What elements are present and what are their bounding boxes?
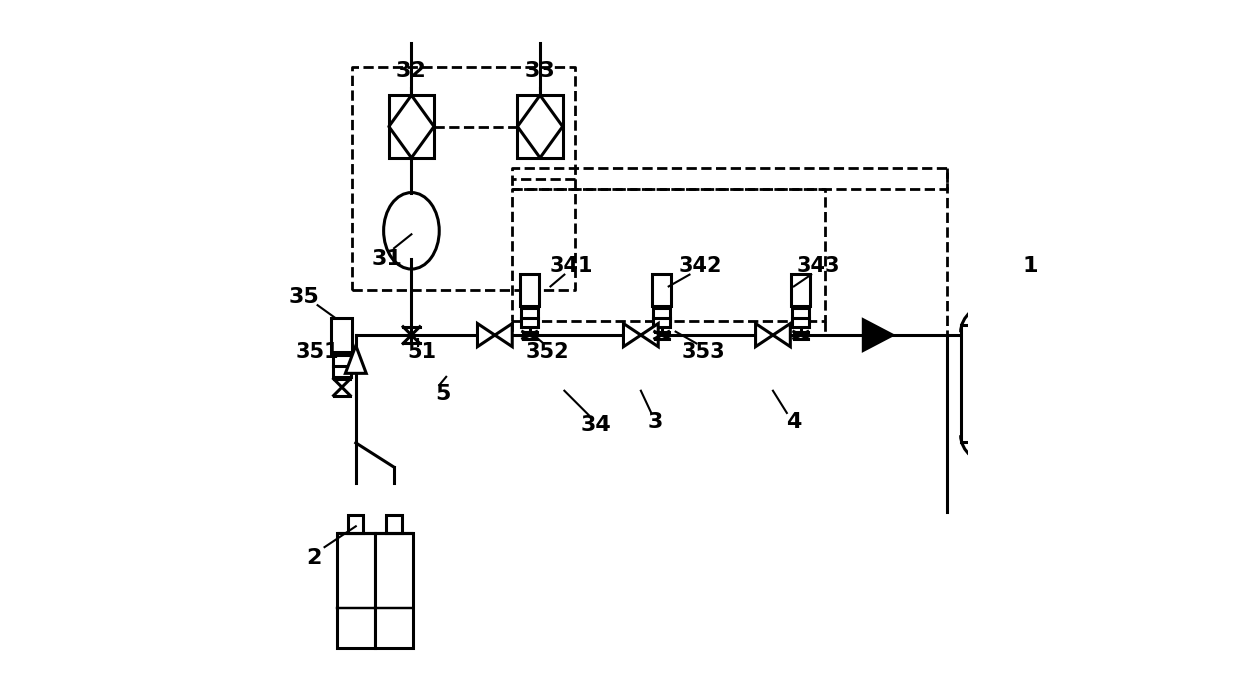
Polygon shape <box>346 346 366 373</box>
Text: 4: 4 <box>786 412 801 432</box>
Bar <box>653 309 670 327</box>
Bar <box>387 515 402 533</box>
Bar <box>337 533 374 648</box>
Text: 51: 51 <box>407 343 436 362</box>
Text: 5: 5 <box>435 384 450 404</box>
Text: 342: 342 <box>678 255 722 276</box>
Polygon shape <box>641 323 658 347</box>
Bar <box>331 318 352 352</box>
Bar <box>792 309 808 327</box>
Bar <box>791 274 811 306</box>
Text: 35: 35 <box>288 287 319 307</box>
Text: 352: 352 <box>526 343 569 362</box>
Bar <box>520 274 539 306</box>
Text: 341: 341 <box>549 255 593 276</box>
Text: 1: 1 <box>1023 255 1038 276</box>
Polygon shape <box>624 323 641 347</box>
Text: 353: 353 <box>682 343 725 362</box>
Text: 3: 3 <box>647 412 662 432</box>
Polygon shape <box>477 323 495 347</box>
Text: 31: 31 <box>372 248 403 269</box>
Polygon shape <box>863 320 893 350</box>
Text: 2: 2 <box>306 547 322 567</box>
Text: 32: 32 <box>396 61 427 81</box>
Text: 343: 343 <box>796 255 839 276</box>
Bar <box>389 95 434 158</box>
Bar <box>374 533 413 648</box>
Text: 33: 33 <box>525 61 556 81</box>
Text: 34: 34 <box>580 415 611 436</box>
Polygon shape <box>755 323 773 347</box>
Bar <box>652 274 671 306</box>
Bar <box>332 355 351 378</box>
Polygon shape <box>495 323 512 347</box>
Bar <box>961 325 1030 442</box>
Text: 351: 351 <box>296 343 340 362</box>
Bar <box>348 515 363 533</box>
Bar <box>521 309 538 327</box>
Polygon shape <box>773 323 790 347</box>
Bar <box>517 95 563 158</box>
